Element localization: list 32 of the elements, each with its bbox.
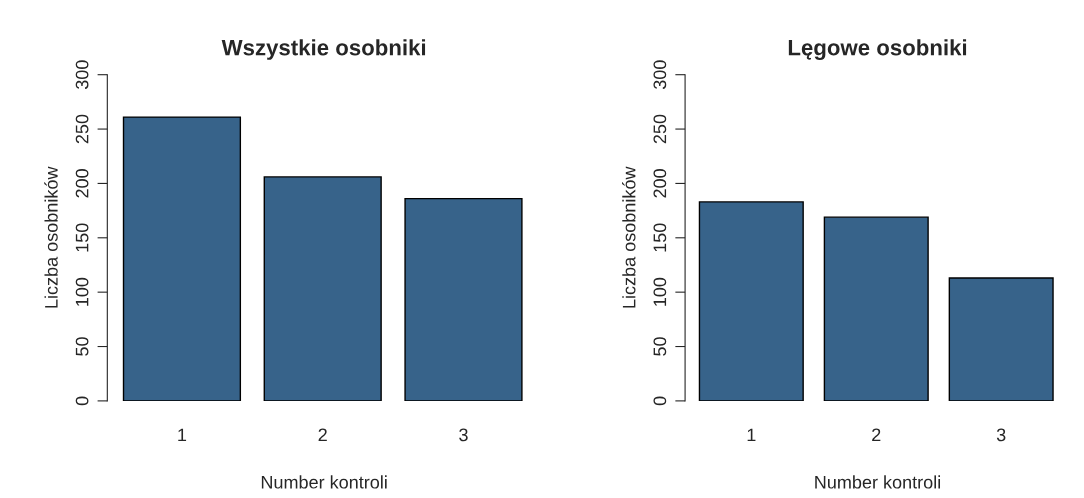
y-tick-label: 50 xyxy=(653,337,667,356)
bar xyxy=(122,116,242,401)
y-tick-label: 100 xyxy=(75,277,89,306)
chart-title: Wszystkie osobniki xyxy=(221,39,426,60)
bar xyxy=(404,197,523,401)
bar xyxy=(823,216,929,401)
x-tick-label: 2 xyxy=(872,428,881,442)
y-tick-label: 300 xyxy=(653,60,667,90)
bar xyxy=(948,277,1054,401)
x-tick-label: 3 xyxy=(996,428,1006,442)
x-tick-label: 2 xyxy=(318,428,327,442)
y-tick-label: 150 xyxy=(653,223,667,252)
y-tick-label: 50 xyxy=(75,337,89,356)
bar xyxy=(698,201,804,401)
chart-title: Lęgowe osobniki xyxy=(788,39,967,60)
y-axis-title: Liczba osobników xyxy=(44,166,58,308)
x-axis-title: Number kontroli xyxy=(815,475,941,489)
x-axis-title: Number kontroli xyxy=(261,475,387,489)
y-tick-label: 200 xyxy=(653,169,667,198)
y-tick-label: 300 xyxy=(75,60,89,90)
bar xyxy=(263,176,382,401)
y-axis-title: Liczba osobników xyxy=(622,166,636,308)
y-tick-label: 150 xyxy=(75,223,89,252)
y-tick-label: 0 xyxy=(653,396,667,406)
y-tick-label: 0 xyxy=(75,396,89,406)
y-tick-label: 100 xyxy=(653,277,667,306)
x-tick-label: 1 xyxy=(747,428,756,442)
y-tick-label: 200 xyxy=(75,169,89,198)
y-tick-label: 250 xyxy=(653,114,667,144)
x-tick-label: 1 xyxy=(178,428,187,442)
x-tick-label: 3 xyxy=(459,428,468,442)
y-tick-label: 250 xyxy=(75,114,89,144)
